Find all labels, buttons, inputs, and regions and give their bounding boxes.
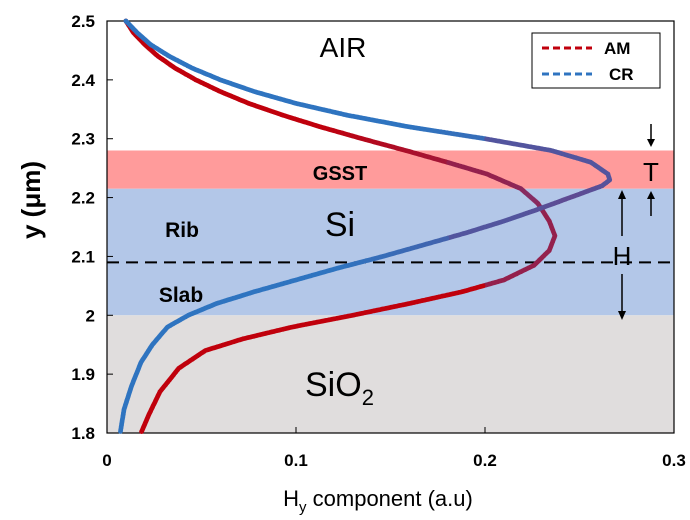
series-cr-point xyxy=(118,429,123,434)
h-arrow-bottom-head xyxy=(618,311,626,320)
rib-label: Rib xyxy=(165,219,199,242)
ticks-layer: 0 0.1 0.2 0.3 1.8 1.9 2 2.1 2.2 2.3 2.4 2.5 xyxy=(71,12,685,470)
x-tick-label: 0 xyxy=(102,451,111,470)
x-tick-label: 0.3 xyxy=(662,451,686,470)
x-axis-title-sub: y xyxy=(299,499,307,516)
y-tick-label: 2.2 xyxy=(71,189,95,208)
region-gsst xyxy=(107,150,674,189)
series-am-point xyxy=(139,429,145,434)
y-tick-label: 2 xyxy=(86,306,95,325)
h-label: H xyxy=(613,241,632,271)
legend-box xyxy=(531,32,661,89)
air-label: AIR xyxy=(320,32,367,63)
gsst-label: GSST xyxy=(313,163,367,185)
slab-label: Slab xyxy=(159,284,203,307)
series-am xyxy=(123,18,558,434)
height-H-annotation: H xyxy=(613,190,632,320)
legend-label-am: AM xyxy=(604,39,630,58)
legend: AM CR xyxy=(531,32,661,89)
t-label: T xyxy=(643,157,659,187)
y-tick-label: 1.8 xyxy=(71,424,95,443)
sio2-label-sub: 2 xyxy=(362,385,374,410)
sio2-label: SiO2 xyxy=(305,366,374,410)
sio2-label-main: SiO xyxy=(305,366,362,404)
x-axis-title-rest: component (a.u) xyxy=(307,486,473,511)
thickness-T-annotation: T xyxy=(643,124,659,216)
t-arrow-bottom-head xyxy=(647,191,655,199)
plot-frame xyxy=(106,20,675,434)
y-tick-label: 2.4 xyxy=(71,71,95,90)
region-sio2 xyxy=(107,315,674,433)
series-cr xyxy=(118,18,613,434)
y-tick-label: 2.3 xyxy=(71,130,95,149)
y-axis-title: y (μm) xyxy=(16,161,46,239)
x-tick-label: 0.1 xyxy=(284,451,308,470)
x-axis-title-main: H xyxy=(283,486,299,511)
y-tick-label: 2.1 xyxy=(71,247,95,266)
x-axis-title: Hy component (a.u) xyxy=(283,486,473,516)
legend-label-cr: CR xyxy=(609,65,634,84)
series-layer xyxy=(118,18,613,434)
t-arrow-top-head xyxy=(647,139,655,147)
x-tick-label: 0.2 xyxy=(473,451,497,470)
h-arrow-top-head xyxy=(618,190,626,199)
si-label: Si xyxy=(325,206,355,244)
y-tick-label: 2.5 xyxy=(71,12,95,31)
y-tick-label: 1.9 xyxy=(71,365,95,384)
